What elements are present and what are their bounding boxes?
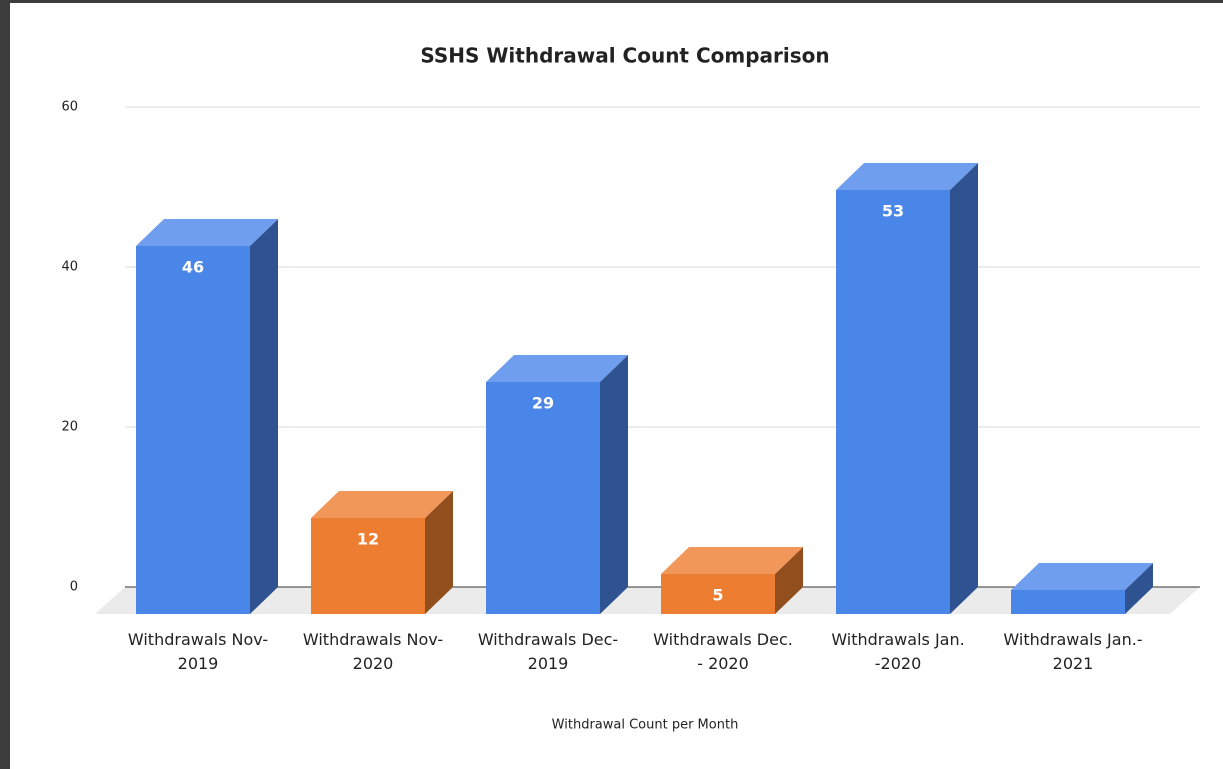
x-tick-label: Withdrawals Jan.- 2021	[1003, 630, 1143, 673]
bar	[486, 382, 600, 614]
chart-title: SSHS Withdrawal Count Comparison	[420, 44, 829, 68]
bar-top	[1011, 563, 1153, 590]
x-tick-label: Withdrawals Jan. -2020	[831, 630, 965, 673]
value-label: 12	[357, 530, 379, 549]
value-label: 46	[182, 258, 204, 277]
x-tick-label: Withdrawals Nov- 2019	[127, 630, 269, 673]
bar-side	[600, 355, 628, 614]
bar-top	[836, 163, 978, 190]
y-tick-label: 60	[61, 100, 78, 115]
bar	[661, 574, 775, 614]
bar-side	[950, 163, 978, 614]
bar	[1011, 590, 1125, 614]
bar-side	[425, 491, 453, 614]
bar-top	[661, 547, 803, 574]
x-tick-label: Withdrawals Nov- 2020	[302, 630, 444, 673]
value-label: 29	[532, 394, 554, 413]
x-tick-label: Withdrawals Dec- 2019	[477, 630, 619, 673]
value-label: 53	[882, 202, 904, 221]
bar-side	[250, 219, 278, 614]
bar-top	[311, 491, 453, 518]
bar-side	[775, 547, 803, 614]
y-tick-label: 0	[70, 580, 78, 595]
value-label: 5	[712, 586, 723, 605]
bar-top	[486, 355, 628, 382]
x-tick-label: Withdrawals Dec. - 2020	[653, 630, 793, 673]
bar	[836, 190, 950, 614]
x-axis-label: Withdrawal Count per Month	[552, 718, 739, 733]
y-tick-label: 20	[61, 420, 78, 435]
bar-side	[1125, 563, 1153, 614]
bar	[311, 518, 425, 614]
bar	[136, 246, 250, 614]
y-tick-label: 40	[61, 260, 78, 275]
bar-top	[136, 219, 278, 246]
